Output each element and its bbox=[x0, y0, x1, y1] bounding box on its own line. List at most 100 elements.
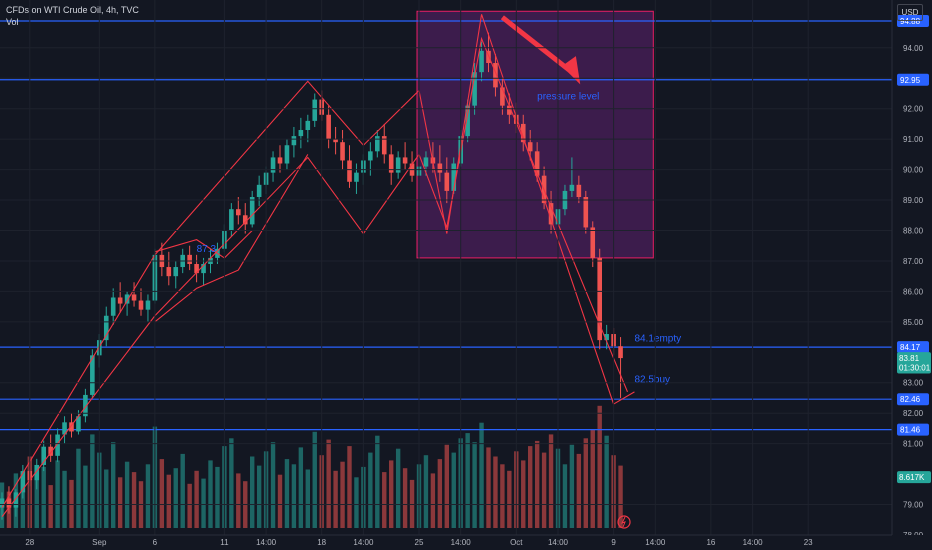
volume-bar bbox=[256, 465, 262, 528]
volume-bar bbox=[312, 431, 317, 528]
candle bbox=[270, 151, 276, 182]
price-badge: 83.81 bbox=[897, 352, 931, 365]
level-badge-bg bbox=[897, 15, 929, 27]
candle-body bbox=[472, 72, 477, 106]
candle bbox=[402, 142, 408, 170]
volume-bar bbox=[430, 473, 436, 528]
volume-bar bbox=[69, 479, 74, 528]
volume-bar bbox=[166, 474, 171, 528]
candle-body bbox=[69, 422, 74, 432]
price-badge-bg bbox=[897, 471, 931, 484]
level-badge-bg bbox=[897, 423, 929, 436]
x-tick-label: Sep bbox=[92, 538, 107, 547]
volume-bar bbox=[208, 460, 213, 528]
candle-body bbox=[298, 130, 304, 137]
volume-bar bbox=[444, 444, 449, 528]
candle bbox=[618, 337, 623, 398]
candle bbox=[103, 306, 109, 347]
level-badge: 81.46 bbox=[897, 423, 929, 436]
level-badge-bg bbox=[897, 341, 929, 354]
candle bbox=[13, 489, 19, 517]
candle bbox=[604, 324, 609, 350]
lightning-icon bbox=[617, 515, 631, 529]
candle-body bbox=[20, 471, 26, 493]
candle-body bbox=[583, 197, 589, 228]
candle bbox=[41, 440, 46, 472]
candle-body bbox=[520, 123, 526, 143]
volume-bar bbox=[76, 448, 81, 528]
candle bbox=[256, 175, 262, 207]
y-tick-label: 86.00 bbox=[903, 287, 924, 296]
price-badge-label: 83.81 bbox=[899, 354, 920, 363]
volume-bar bbox=[215, 466, 220, 528]
candle bbox=[569, 157, 575, 198]
candle-body bbox=[62, 422, 67, 435]
x-tick-label: 23 bbox=[804, 538, 813, 547]
candle-body bbox=[0, 498, 5, 508]
candle-body bbox=[110, 297, 116, 316]
price-badge: 01:30:01 bbox=[897, 361, 931, 374]
candle-body bbox=[124, 294, 130, 304]
price-badge-bg bbox=[897, 361, 931, 374]
x-tick-label: 6 bbox=[153, 538, 158, 547]
candle-body bbox=[534, 151, 540, 176]
candle bbox=[493, 53, 498, 97]
volume-bar bbox=[326, 439, 331, 528]
level-badge: 92.95 bbox=[897, 73, 929, 86]
volume-bar bbox=[20, 487, 26, 528]
chart-title: CFDs on WTI Crude Oil, 4h, TVC bbox=[6, 5, 139, 15]
candle-body bbox=[242, 215, 248, 225]
candle bbox=[597, 248, 602, 350]
candle-body bbox=[527, 142, 533, 152]
candle bbox=[437, 145, 443, 182]
trend-drawing bbox=[1, 14, 615, 508]
candle bbox=[298, 117, 304, 149]
volume-bar bbox=[187, 483, 192, 528]
price-badge: 8.617K bbox=[897, 471, 931, 484]
level-badge: 84.17 bbox=[897, 341, 929, 354]
volume-bar bbox=[145, 464, 151, 528]
price-badge-bg bbox=[897, 352, 931, 365]
candle bbox=[479, 41, 484, 82]
candle bbox=[326, 105, 331, 149]
annotation-label: 84.1empty bbox=[634, 334, 681, 345]
volume-bar bbox=[423, 455, 429, 528]
candle bbox=[347, 145, 352, 188]
candle bbox=[312, 93, 318, 127]
y-tick-label: 91.00 bbox=[903, 135, 924, 144]
candle bbox=[83, 388, 88, 423]
volume-bar bbox=[298, 447, 304, 528]
candle-body bbox=[465, 105, 470, 137]
y-tick-label: 89.00 bbox=[903, 196, 924, 205]
volume-bar bbox=[173, 468, 178, 528]
candle-body bbox=[618, 346, 623, 359]
trend-drawing bbox=[154, 154, 309, 323]
volume-bar bbox=[48, 485, 53, 528]
price-badge-label: 8.617K bbox=[899, 473, 925, 482]
candle bbox=[444, 157, 450, 204]
level-badge-bg bbox=[897, 73, 929, 86]
drawings-layer bbox=[1, 14, 635, 518]
annotations-layer: pressure level 84.1empty 82.5buy 87.3 bbox=[197, 92, 682, 386]
candle-body bbox=[354, 172, 359, 182]
y-tick-label: 92.00 bbox=[903, 105, 924, 114]
level-lines bbox=[0, 20, 892, 431]
volume-bar bbox=[389, 460, 394, 528]
y-tick-label: 79.00 bbox=[903, 501, 924, 510]
volume-bar bbox=[62, 470, 67, 528]
volume-bar bbox=[465, 433, 470, 528]
volume-indicator-label[interactable]: Vol bbox=[6, 17, 19, 27]
candle bbox=[173, 260, 179, 289]
y-tick-label: 88.00 bbox=[903, 226, 924, 235]
level-badge-label: 84.17 bbox=[900, 343, 921, 352]
candle bbox=[20, 464, 26, 499]
volume-bar bbox=[90, 434, 95, 528]
candle-body bbox=[90, 355, 95, 395]
candle-body bbox=[229, 209, 234, 231]
candle bbox=[291, 126, 297, 158]
currency-button[interactable]: USD bbox=[897, 4, 923, 21]
candle bbox=[520, 114, 526, 152]
candle bbox=[534, 142, 540, 182]
volume-bar bbox=[395, 448, 401, 528]
